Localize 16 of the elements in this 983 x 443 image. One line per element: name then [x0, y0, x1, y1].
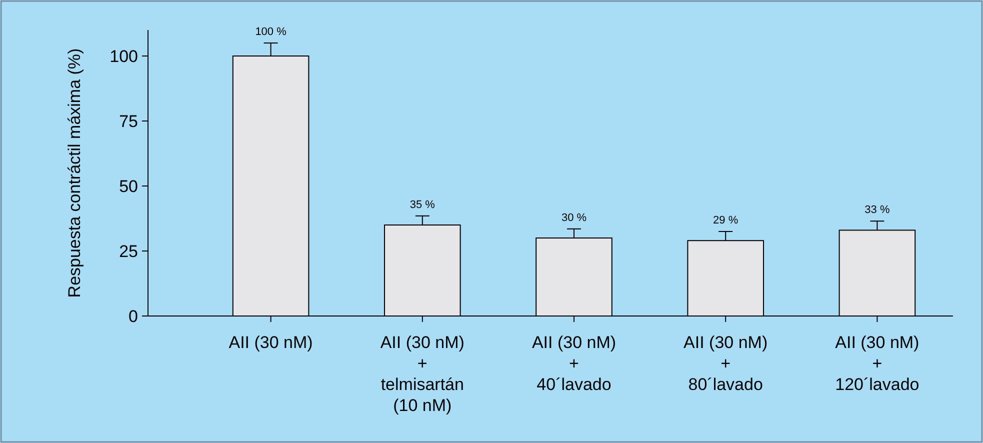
y-tick-label: 0	[128, 306, 138, 326]
y-axis-title: Respuesta contráctil máxima (%)	[65, 48, 84, 298]
y-tick-label: 25	[119, 242, 138, 261]
x-tick-label: AII (30 nM) + telmisartán (10 nM)	[380, 333, 464, 415]
y-tick-label: 100	[110, 46, 138, 66]
x-tick-label: AII (30 nM) + 80´lavado	[684, 333, 768, 394]
x-tick-label: AII (30 nM) + 40´lavado	[532, 333, 616, 394]
data-label: 29 %	[713, 214, 738, 226]
y-tick-label: 50	[119, 176, 138, 196]
x-tick-label: AII (30 nM) + 120´lavado	[835, 333, 920, 394]
data-label: 30 %	[561, 212, 587, 224]
data-label: 100 %	[255, 26, 287, 38]
x-tick-label: AII (30 nM)	[228, 333, 313, 352]
data-label: 33 %	[864, 204, 890, 216]
y-tick-label: 75	[119, 112, 138, 131]
data-label: 35 %	[410, 198, 436, 211]
